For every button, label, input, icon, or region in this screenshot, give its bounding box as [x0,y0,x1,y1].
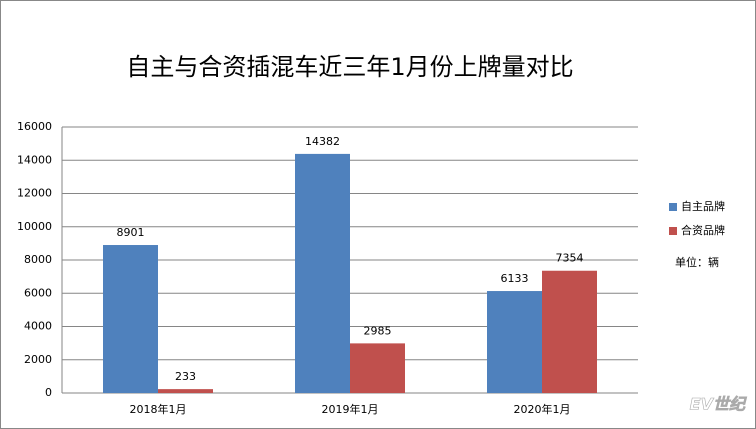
watermark: EV世纪 [690,395,747,414]
y-tick-label: 8000 [24,253,52,266]
legend-label: 合资品牌 [681,223,725,237]
data-label: 6133 [501,272,529,285]
bar [295,153,350,393]
data-label: 14382 [305,135,340,148]
x-tick-label: 2018年1月 [130,402,187,416]
data-label: 8901 [117,226,145,239]
legend-swatch [669,203,677,211]
bar [158,389,213,393]
y-tick-label: 4000 [24,320,52,333]
bar [542,270,597,393]
legend-label: 自主品牌 [681,199,725,213]
y-tick-label: 10000 [17,220,52,233]
y-tick-label: 6000 [24,286,52,299]
y-tick-label: 2000 [24,353,52,366]
data-label: 2985 [364,324,392,337]
y-tick-label: 0 [45,386,52,399]
bar [350,343,405,393]
data-label: 7354 [556,252,584,265]
chart-title: 自主与合资插混车近三年1月份上牌量对比 [126,53,573,81]
bar [487,291,542,393]
y-tick-label: 14000 [17,153,52,166]
y-tick-label: 12000 [17,187,52,200]
y-tick-label: 16000 [17,120,52,133]
x-tick-label: 2020年1月 [514,402,571,416]
unit-annotation: 单位：辆 [675,255,719,269]
legend-swatch [669,227,677,235]
x-tick-label: 2019年1月 [322,402,379,416]
bar [103,245,158,393]
data-label: 233 [175,370,196,383]
